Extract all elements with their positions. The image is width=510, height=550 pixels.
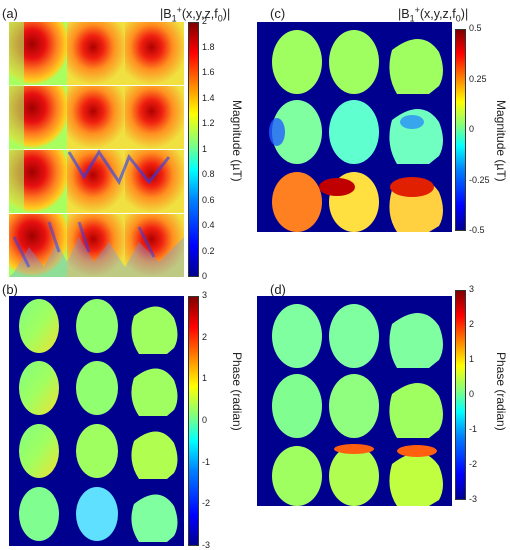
colorbar-b-tick: -1	[202, 456, 211, 467]
colorbar-b-tick: 3	[202, 290, 208, 300]
colorbar-c-label: Magnitude (µT)	[494, 100, 508, 182]
panel-c-heads	[269, 30, 443, 232]
colorbar-c-tick: 0	[469, 124, 475, 134]
colorbar-a-tick: 1.2	[202, 118, 215, 128]
panel-d-phase-diff-maps	[257, 296, 452, 506]
colorbar-d-tick: -3	[469, 494, 478, 504]
colorbar-b-tick: 2	[202, 331, 208, 342]
colorbar-d-tick: -2	[469, 459, 478, 469]
colorbar-d-tick: 2	[469, 319, 475, 329]
colorbar-a-tick: 0.8	[202, 169, 215, 179]
panel-c-label: (c)	[270, 6, 286, 21]
panel-a-grid	[9, 22, 184, 277]
colorbar-c-tick: -0.25	[469, 174, 490, 185]
panel-a-label: (a)	[2, 6, 18, 21]
panel-d-label: (d)	[270, 282, 286, 297]
colorbar-a-tick: 1.4	[202, 92, 215, 103]
colorbar-c	[455, 29, 466, 231]
colorbar-a-tick: 0.6	[202, 194, 215, 205]
panel-c-title: |B1+(x,y,z,f0)|	[398, 5, 469, 24]
colorbar-a-label: Magnitude (µT)	[230, 100, 244, 182]
colorbar-b-label: Phase (radian)	[230, 352, 244, 431]
colorbar-b-tick: 1	[202, 373, 208, 384]
colorbar-d	[455, 290, 466, 500]
colorbar-c-tick: -0.5	[469, 225, 485, 235]
panel-c-difference-maps	[257, 22, 452, 232]
colorbar-a-tick: 0	[202, 271, 208, 281]
panel-d-heads	[272, 304, 443, 506]
panel-b-heads	[19, 299, 178, 542]
colorbar-a-tick: 1	[202, 143, 208, 154]
colorbar-d-tick: 3	[469, 284, 475, 294]
panel-b-label: (b)	[2, 282, 18, 297]
colorbar-b-tick: 0	[202, 415, 208, 425]
colorbar-d-label: Phase (radian)	[494, 352, 508, 431]
colorbar-b	[188, 296, 199, 546]
colorbar-a-tick: 2	[202, 16, 208, 26]
colorbar-a-tick: 1.8	[202, 41, 215, 52]
colorbar-d-tick: 1	[469, 354, 475, 364]
panel-b-phase-maps	[9, 296, 184, 546]
panel-a-magnitude-maps	[9, 22, 184, 277]
colorbar-a-tick: 0.2	[202, 245, 215, 256]
colorbar-c-tick: 0.5	[469, 23, 482, 33]
colorbar-b-tick: -2	[202, 498, 211, 509]
colorbar-d-tick: -1	[469, 424, 478, 434]
colorbar-a	[188, 22, 199, 277]
colorbar-c-tick: 0.25	[469, 73, 487, 84]
colorbar-b-tick: -3	[202, 540, 211, 550]
colorbar-a-tick: 1.6	[202, 67, 215, 77]
colorbar-d-tick: 0	[469, 389, 475, 399]
colorbar-a-tick: 0.4	[202, 220, 215, 230]
panel-a-title: |B1+(x,y,z,f0)|	[160, 5, 231, 24]
